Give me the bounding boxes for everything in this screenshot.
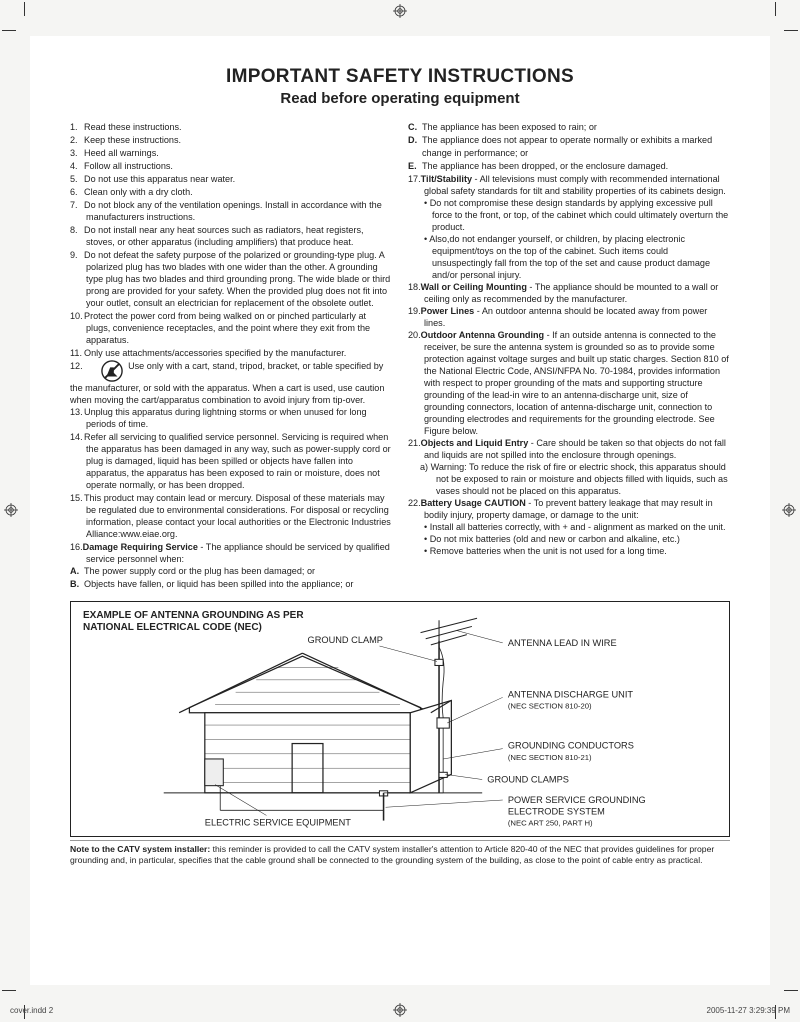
crop-mark <box>24 2 25 16</box>
list-item: A.The power supply cord or the plug has … <box>70 565 392 577</box>
item-16-number: 16. <box>70 542 83 552</box>
label-antenna-lead: ANTENNA LEAD IN WIRE <box>508 638 617 648</box>
list-item: 4.Follow all instructions. <box>70 160 392 172</box>
bullet-item: • Also,do not endanger yourself, or chil… <box>408 233 730 281</box>
list-item: 1.Read these instructions. <box>70 121 392 133</box>
crop-mark <box>784 30 798 31</box>
list-item: 5.Do not use this apparatus near water. <box>70 173 392 185</box>
reg-mark-top <box>393 4 407 18</box>
list-item: 9.Do not defeat the safety purpose of th… <box>70 249 392 309</box>
grounding-figure: EXAMPLE OF ANTENNA GROUNDING AS PER NATI… <box>70 601 730 837</box>
label-electrode-sub: (NEC ART 250, PART H) <box>508 819 593 828</box>
list-item: E.The appliance has been dropped, or the… <box>408 160 730 172</box>
footer-left: cover.indd 2 <box>10 1006 53 1015</box>
reg-mark-left <box>4 503 18 517</box>
footer-right: 2005-11-27 3:29:39 PM <box>707 1006 790 1015</box>
grounding-diagram: GROUND CLAMP ANTENNA LEAD IN WIRE ANTENN… <box>71 610 729 836</box>
content-columns: 1.Read these instructions.2.Keep these i… <box>70 121 730 591</box>
list-item: D.The appliance does not appear to opera… <box>408 134 730 146</box>
catv-note: Note to the CATV system installer: this … <box>70 840 730 865</box>
list-item: 11.Only use attachments/accessories spec… <box>70 347 392 359</box>
bullet-item: • Remove batteries when the unit is not … <box>408 545 730 557</box>
crop-mark <box>2 30 16 31</box>
list-item: change in performance; or <box>408 147 730 159</box>
list-item: 6.Clean only with a dry cloth. <box>70 186 392 198</box>
page: IMPORTANT SAFETY INSTRUCTIONS Read befor… <box>30 36 770 985</box>
list-item: 15.This product may contain lead or merc… <box>70 492 392 540</box>
list-item: C.The appliance has been exposed to rain… <box>408 121 730 133</box>
list-item: B.Objects have fallen, or liquid has bee… <box>70 578 392 590</box>
label-electrode-system: ELECTRODE SYSTEM <box>508 806 605 816</box>
bullet-item: • Install all batteries correctly, with … <box>408 521 730 533</box>
label-grounding-cond: GROUNDING CONDUCTORS <box>508 741 634 751</box>
list-item: 13.Unplug this apparatus during lightnin… <box>70 406 392 430</box>
sub-title: Read before operating equipment <box>70 90 730 107</box>
reg-mark-right <box>782 503 796 517</box>
list-item: 7.Do not block any of the ventilation op… <box>70 199 392 223</box>
print-footer: cover.indd 2 2005-11-27 3:29:39 PM <box>10 1006 790 1015</box>
item-12-number: 12. <box>70 360 84 372</box>
crop-mark <box>784 990 798 991</box>
label-grounding-cond-sub: (NEC SECTION 810-21) <box>508 753 592 762</box>
list-item: 10.Protect the power cord from being wal… <box>70 310 392 346</box>
crop-mark <box>775 2 776 16</box>
list-item: 8.Do not install near any heat sources s… <box>70 224 392 248</box>
note-bold: Note to the CATV system installer: <box>70 844 210 854</box>
left-column: 1.Read these instructions.2.Keep these i… <box>70 121 392 591</box>
bullet-item: • Do not mix batteries (old and new or c… <box>408 533 730 545</box>
item-21a: a) Warning: To reduce the risk of fire o… <box>408 461 730 497</box>
crop-mark <box>2 990 16 991</box>
main-title: IMPORTANT SAFETY INSTRUCTIONS <box>70 66 730 88</box>
label-discharge-unit: ANTENNA DISCHARGE UNIT <box>508 689 634 699</box>
label-discharge-sub: (NEC SECTION 810-20) <box>508 702 592 711</box>
list-item: 2.Keep these instructions. <box>70 134 392 146</box>
right-column: C.The appliance has been exposed to rain… <box>408 121 730 591</box>
label-ground-clamp: GROUND CLAMP <box>308 635 383 645</box>
label-electric-service: ELECTRIC SERVICE EQUIPMENT <box>205 818 351 828</box>
bullet-item: • Do not compromise these design standar… <box>408 197 730 233</box>
list-item: 14.Refer all servicing to qualified serv… <box>70 431 392 491</box>
item-16-bold: Damage Requiring Service <box>83 542 198 552</box>
cart-tip-icon <box>101 360 123 382</box>
label-power-service: POWER SERVICE GROUNDING <box>508 795 646 805</box>
list-item: 3.Heed all warnings. <box>70 147 392 159</box>
label-ground-clamps: GROUND CLAMPS <box>487 775 569 785</box>
